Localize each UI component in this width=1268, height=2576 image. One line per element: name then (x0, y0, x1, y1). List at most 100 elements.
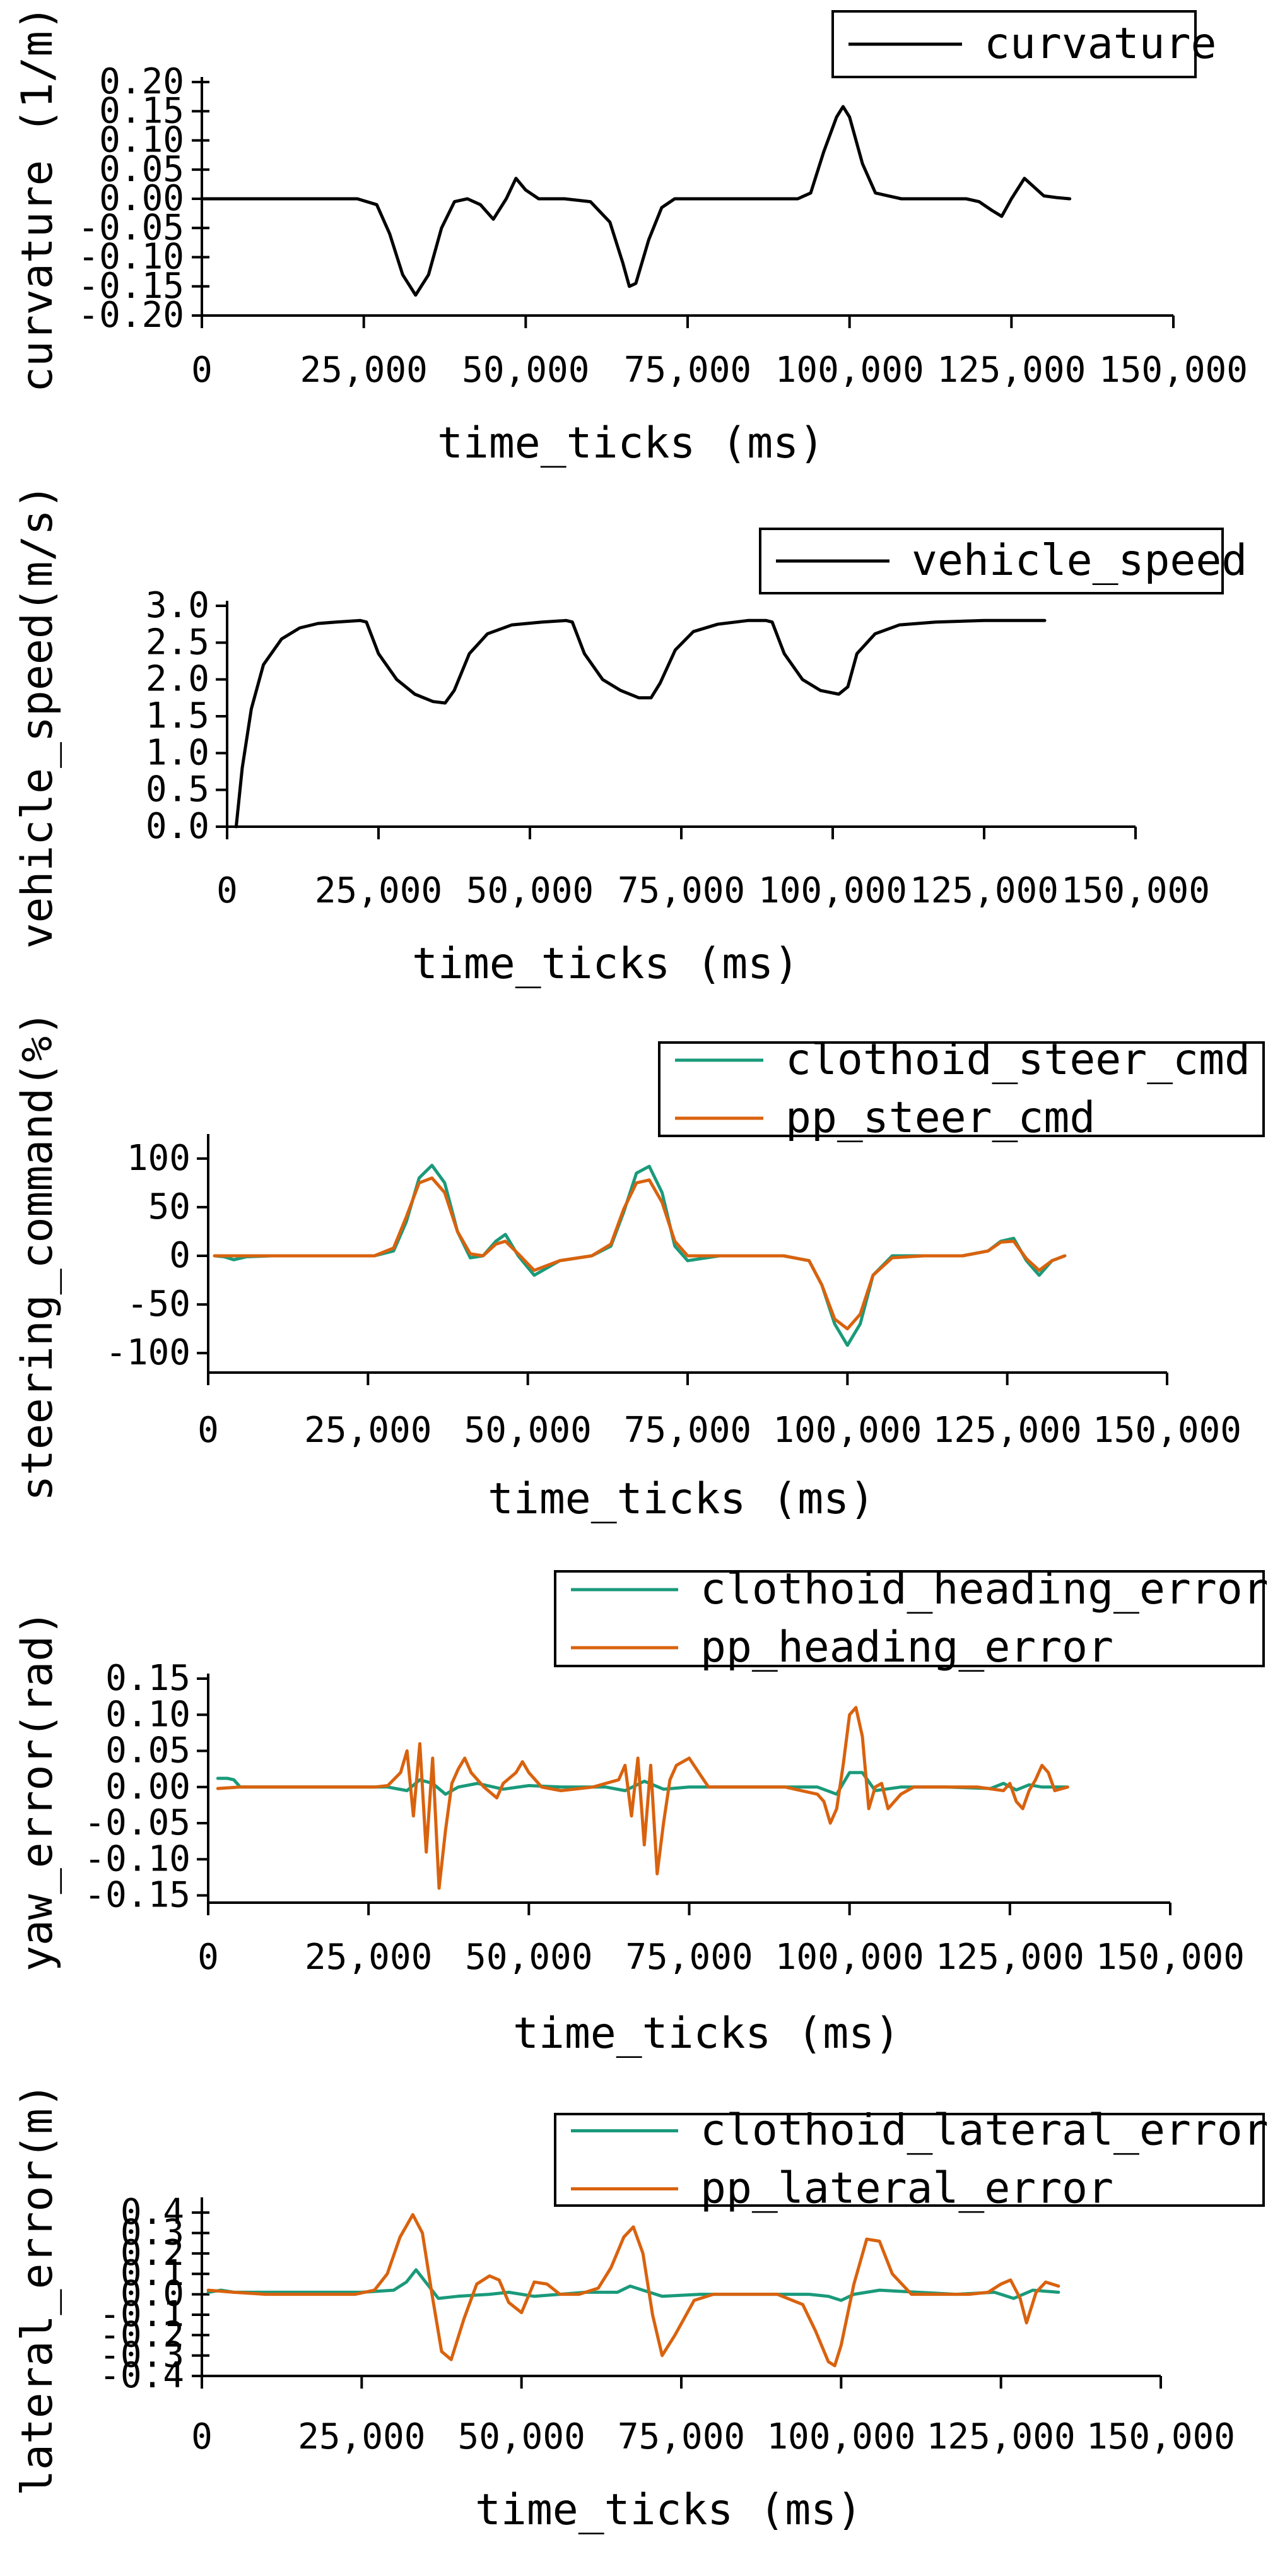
legend-label: clothoid_heading_error (700, 1564, 1268, 1614)
y-tick-label: 0.0 (120, 2274, 184, 2315)
legend-label: pp_heading_error (700, 1622, 1113, 1672)
x-tick-label: 100,000 (758, 870, 907, 911)
y-tick-label: 2.0 (146, 659, 209, 700)
yaw-error-panel: -0.15-0.10-0.050.000.050.100.15 0 25,000 50… (13, 1564, 1268, 2059)
y-tick-label: -0.20 (78, 295, 184, 336)
y-tick-label: -0.15 (84, 1875, 191, 1916)
legend-label: curvature (984, 19, 1216, 69)
y-tick-label: -0.05 (84, 1802, 191, 1843)
x-tick-label: 25,000 (305, 1937, 432, 1978)
x-tick-label: 150,000 (1099, 350, 1248, 391)
x-tick-label: 25,000 (298, 2416, 425, 2457)
y-tick-label: 0.05 (105, 1730, 191, 1771)
y-tick-label: 0.05 (99, 149, 184, 190)
y-tick-label: 0.00 (105, 1766, 191, 1807)
x-tick-label: 25,000 (304, 1410, 431, 1451)
y-tick-label: 0.3 (120, 2213, 184, 2254)
x-tick-label: 125,000 (927, 2416, 1076, 2457)
series-line-clothoid-heading-error (216, 1771, 1069, 1796)
x-axis-title: time_ticks (ms) (412, 939, 799, 989)
y-axis-title: vehicle_speed(m/s) (13, 484, 62, 949)
y-tick-label: -0.15 (78, 266, 184, 307)
x-tick-label: 125,000 (910, 870, 1059, 911)
x-tick-label: 125,000 (936, 1937, 1084, 1978)
y-tick-label: -50 (127, 1284, 191, 1325)
y-tick-label: 100 (127, 1138, 191, 1179)
x-tick-label: 100,000 (775, 350, 924, 391)
x-tick-label: 0 (191, 2416, 213, 2457)
y-tick-label: 0.20 (99, 61, 184, 102)
y-tick-label: 2.5 (146, 622, 209, 663)
x-tick-label: 75,000 (618, 870, 745, 911)
legend-label: clothoid_lateral_error (700, 2106, 1268, 2156)
steering-command-panel: -100 -50 0 50 100 0 25,000 50,000 75,000 100,000 1… (13, 1010, 1265, 1524)
y-tick-label: -0.3 (99, 2335, 184, 2376)
legend-box (831, 10, 1197, 78)
legend-box (658, 1041, 1265, 1137)
legend-label: pp_steer_cmd (785, 1093, 1095, 1143)
x-axis-title: time_ticks (ms) (475, 2485, 862, 2535)
series-line-pp-lateral-error (206, 2213, 1060, 2368)
legend-label: clothoid_steer_cmd (785, 1035, 1250, 1085)
series-line-curvature (200, 105, 1072, 297)
y-tick-label: -0.10 (78, 237, 184, 278)
x-tick-label: 50,000 (458, 2416, 585, 2457)
y-tick-label: -0.2 (99, 2314, 184, 2355)
legend-label: vehicle_speed (912, 536, 1247, 586)
x-tick-label: 50,000 (465, 1937, 592, 1978)
y-tick-label: -100 (105, 1332, 191, 1373)
y-tick-label: 0 (169, 1235, 191, 1276)
x-axis-title: time_ticks (ms) (513, 2009, 900, 2059)
y-tick-label: -0.4 (99, 2355, 184, 2396)
y-axis-title: yaw_error(rad) (13, 1610, 62, 1971)
x-tick-label: 100,000 (766, 2416, 915, 2457)
x-axis-title: time_ticks (ms) (437, 418, 825, 468)
x-tick-label: 150,000 (1086, 2416, 1235, 2457)
x-tick-label: 75,000 (625, 1937, 753, 1978)
x-tick-label: 0 (197, 1937, 219, 1978)
y-tick-label: 0.10 (105, 1694, 191, 1735)
x-tick-label: 25,000 (315, 870, 442, 911)
x-tick-label: 75,000 (624, 1410, 751, 1451)
x-tick-label: 0 (216, 870, 238, 911)
y-tick-label: 0.5 (146, 769, 209, 810)
x-tick-label: 75,000 (624, 350, 751, 391)
y-tick-label: 0.1 (120, 2253, 184, 2294)
x-tick-label: 0 (197, 1410, 219, 1451)
y-tick-label: 0.15 (105, 1658, 191, 1699)
y-tick-label: 50 (148, 1186, 191, 1227)
x-tick-label: 25,000 (300, 350, 428, 391)
x-tick-label: 125,000 (937, 350, 1086, 391)
y-tick-label: -0.05 (78, 207, 184, 248)
y-tick-label: 1.0 (146, 732, 209, 773)
x-tick-label: 50,000 (466, 870, 594, 911)
lateral-error-panel: -0.4-0.3-0.2-0.10.00.10.20.30.4 0 25,000 50… (13, 2083, 1268, 2535)
y-tick-label: 1.5 (146, 695, 209, 736)
x-tick-label: 100,000 (775, 1937, 924, 1978)
y-axis-title: curvature (1/m) (13, 5, 62, 393)
y-tick-label: 0.4 (120, 2192, 184, 2233)
x-tick-label: 50,000 (462, 350, 589, 391)
series-line-pp-steer-cmd (213, 1176, 1067, 1331)
legend-label: pp_lateral_error (700, 2164, 1113, 2214)
y-axis-title: lateral_error(m) (13, 2083, 62, 2496)
x-tick-label: 150,000 (1093, 1410, 1242, 1451)
y-tick-label: 0.0 (146, 806, 209, 847)
x-tick-label: 100,000 (773, 1410, 922, 1451)
legend-box (554, 1570, 1265, 1667)
series-line-pp-heading-error (216, 1706, 1069, 1890)
x-tick-label: 0 (191, 350, 213, 391)
y-tick-label: 0.00 (99, 178, 184, 219)
x-tick-label: 50,000 (464, 1410, 592, 1451)
series-line-vehicle-speed (234, 618, 1047, 829)
y-tick-label: 0.10 (99, 120, 184, 161)
x-tick-label: 125,000 (933, 1410, 1082, 1451)
series-line-clothoid-lateral-error (206, 2268, 1060, 2302)
vehicle-speed-panel: 0.00.51.01.52.02.53.0 0 25,000 50,000 75,000… (13, 484, 1247, 989)
y-tick-label: -0.10 (84, 1838, 191, 1879)
y-tick-label: -0.1 (99, 2294, 184, 2335)
curvature-panel: -0.20-0.15-0.10-0.050.000.050.100.150.20… (13, 5, 1248, 468)
y-axis-title: steering_command(%) (13, 1010, 62, 1501)
x-tick-label: 75,000 (618, 2416, 745, 2457)
